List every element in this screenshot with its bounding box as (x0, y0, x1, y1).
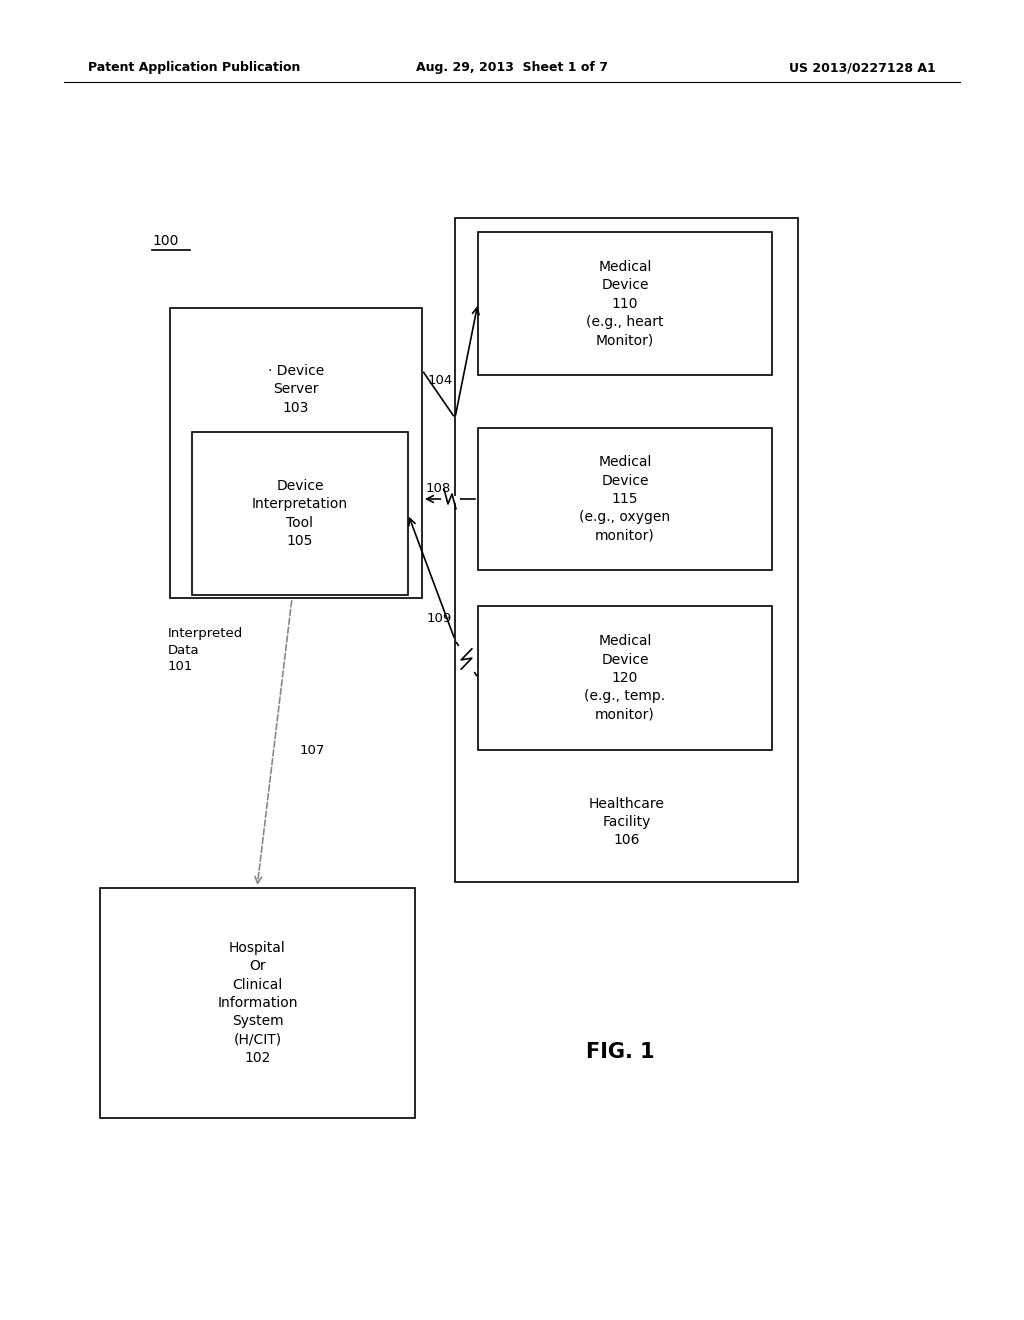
Bar (100, 888, 415, 1118)
Bar (170, 308, 422, 598)
Text: Interpreted
Data
101: Interpreted Data 101 (168, 627, 244, 673)
Text: FIG. 1: FIG. 1 (586, 1041, 654, 1063)
Text: Hospital
Or
Clinical
Information
System
(H/CIT)
102: Hospital Or Clinical Information System … (217, 941, 298, 1065)
Text: · Device
Server
103: · Device Server 103 (268, 364, 325, 414)
Text: Medical
Device
120
(e.g., temp.
monitor): Medical Device 120 (e.g., temp. monitor) (585, 634, 666, 722)
Text: Patent Application Publication: Patent Application Publication (88, 62, 300, 74)
Text: 108: 108 (426, 482, 452, 495)
Text: Medical
Device
110
(e.g., heart
Monitor): Medical Device 110 (e.g., heart Monitor) (587, 260, 664, 347)
Text: 100: 100 (152, 234, 178, 248)
Text: Medical
Device
115
(e.g., oxygen
monitor): Medical Device 115 (e.g., oxygen monitor… (580, 455, 671, 543)
Bar (478, 428, 772, 570)
Bar (193, 432, 408, 595)
Bar (478, 232, 772, 375)
Text: 104: 104 (428, 374, 454, 387)
Text: 109: 109 (427, 611, 453, 624)
Text: 107: 107 (300, 743, 326, 756)
Text: US 2013/0227128 A1: US 2013/0227128 A1 (790, 62, 936, 74)
Text: Aug. 29, 2013  Sheet 1 of 7: Aug. 29, 2013 Sheet 1 of 7 (416, 62, 608, 74)
Text: Healthcare
Facility
106: Healthcare Facility 106 (589, 796, 665, 847)
Bar (478, 606, 772, 750)
Text: Device
Interpretation
Tool
105: Device Interpretation Tool 105 (252, 479, 348, 548)
Bar (455, 218, 798, 882)
